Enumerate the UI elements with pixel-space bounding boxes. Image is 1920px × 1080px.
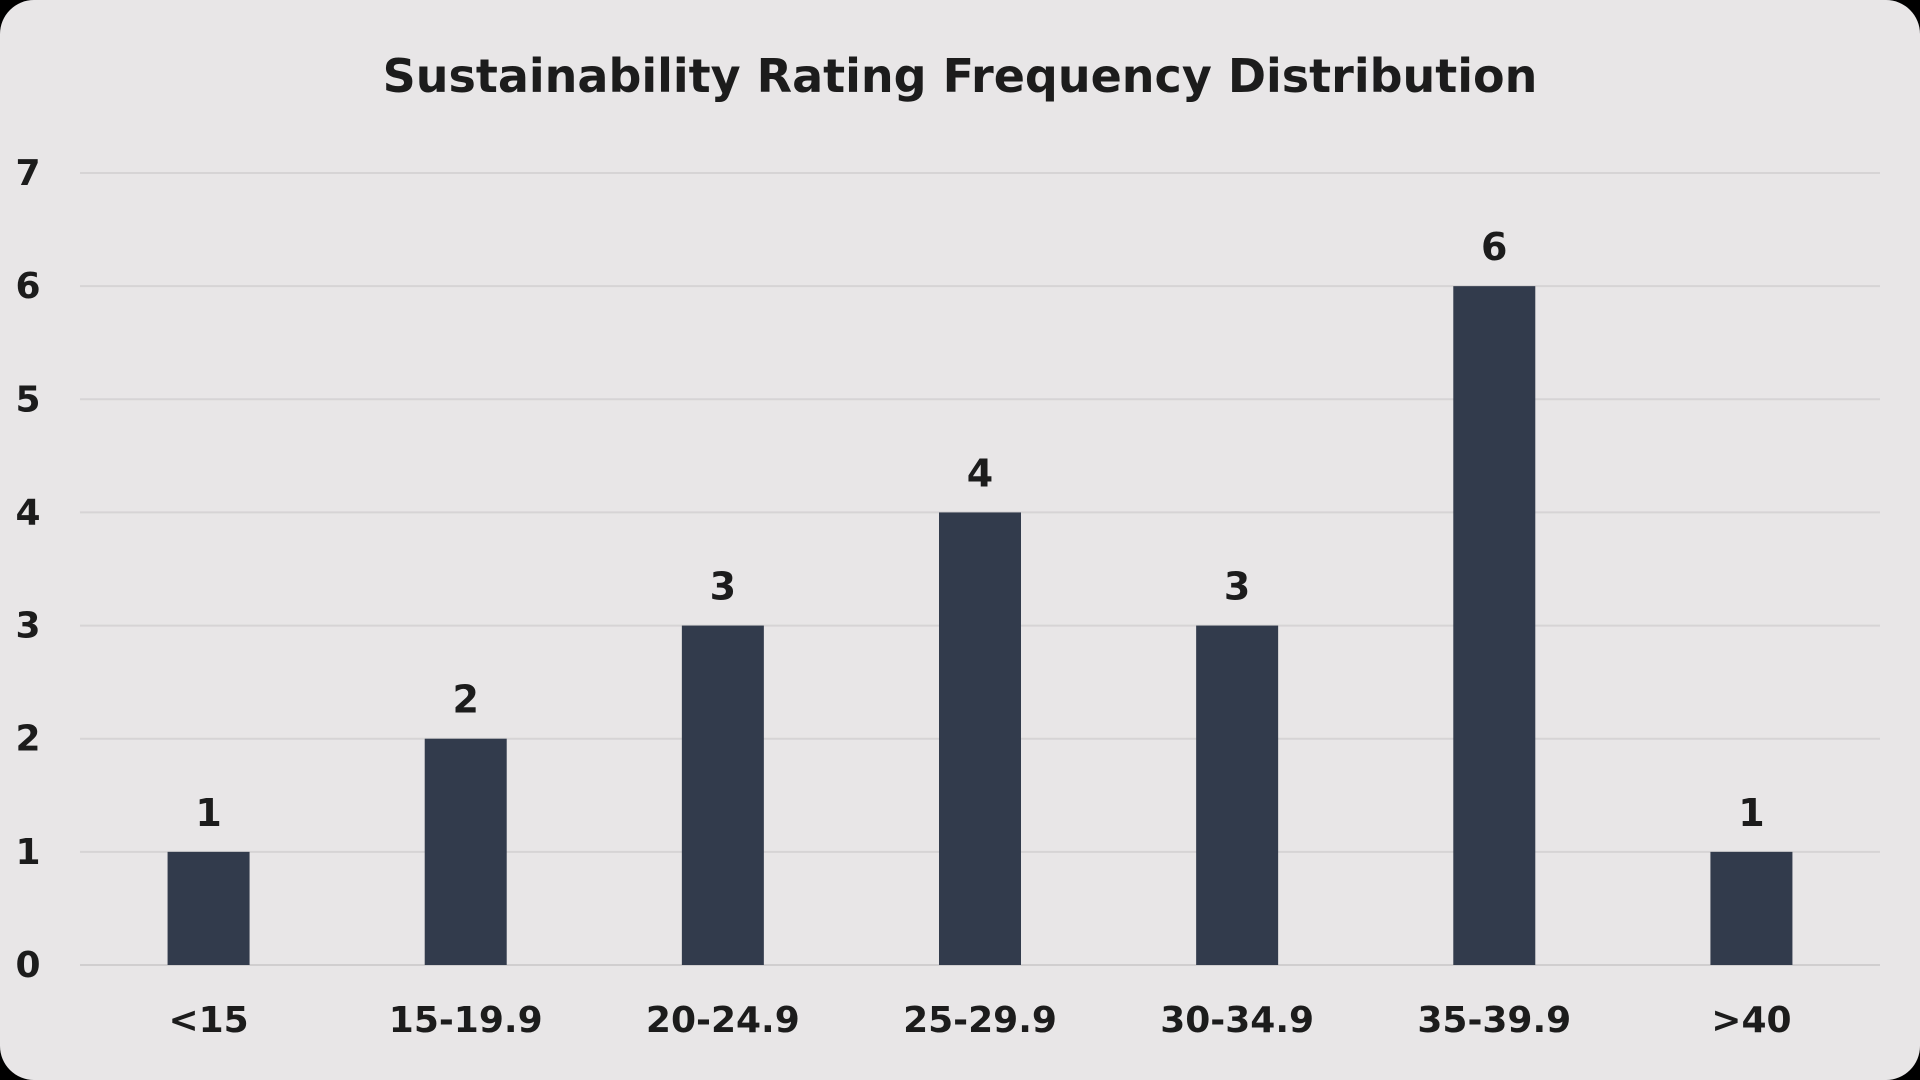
bar	[939, 512, 1021, 965]
y-tick-label: 0	[15, 945, 40, 986]
y-tick-label: 3	[15, 606, 40, 647]
bars	[167, 286, 1793, 966]
bar	[167, 851, 250, 965]
y-tick-label: 4	[15, 492, 40, 533]
data-label: 2	[452, 678, 478, 722]
y-tick-label: 6	[15, 266, 40, 307]
y-tick-label: 1	[15, 832, 40, 873]
data-label: 6	[1481, 225, 1507, 269]
y-tick-label: 7	[15, 153, 40, 194]
x-tick-label: <15	[168, 1000, 248, 1041]
data-labels: 1 2 3 4 3 6 1	[195, 225, 1764, 835]
x-tick-label: 35-39.9	[1417, 1000, 1571, 1041]
y-tick-label: 5	[15, 379, 40, 420]
bar	[1710, 851, 1793, 965]
data-label: 4	[967, 451, 993, 495]
x-axis-ticks: <15 15-19.9 20-24.9 25-29.9 30-34.9 35-39.9 >4…	[168, 1000, 1791, 1041]
x-tick-label: 30-34.9	[1160, 1000, 1314, 1041]
data-label: 3	[710, 565, 736, 609]
x-tick-label: 20-24.9	[646, 1000, 800, 1041]
x-tick-label: >40	[1711, 1000, 1791, 1041]
x-tick-label: 25-29.9	[903, 1000, 1057, 1041]
y-axis-ticks: 0 1 2 3 4 5 6 7	[15, 153, 40, 986]
bar	[424, 738, 507, 965]
bar	[1196, 625, 1279, 965]
data-label: 1	[1738, 791, 1764, 835]
data-label: 1	[195, 791, 221, 835]
chart-title: Sustainability Rating Frequency Distribu…	[383, 49, 1538, 103]
x-tick-label: 15-19.9	[389, 1000, 543, 1041]
bar	[681, 625, 764, 965]
y-tick-label: 2	[15, 719, 40, 760]
data-label: 3	[1224, 565, 1250, 609]
bar	[1453, 286, 1536, 966]
